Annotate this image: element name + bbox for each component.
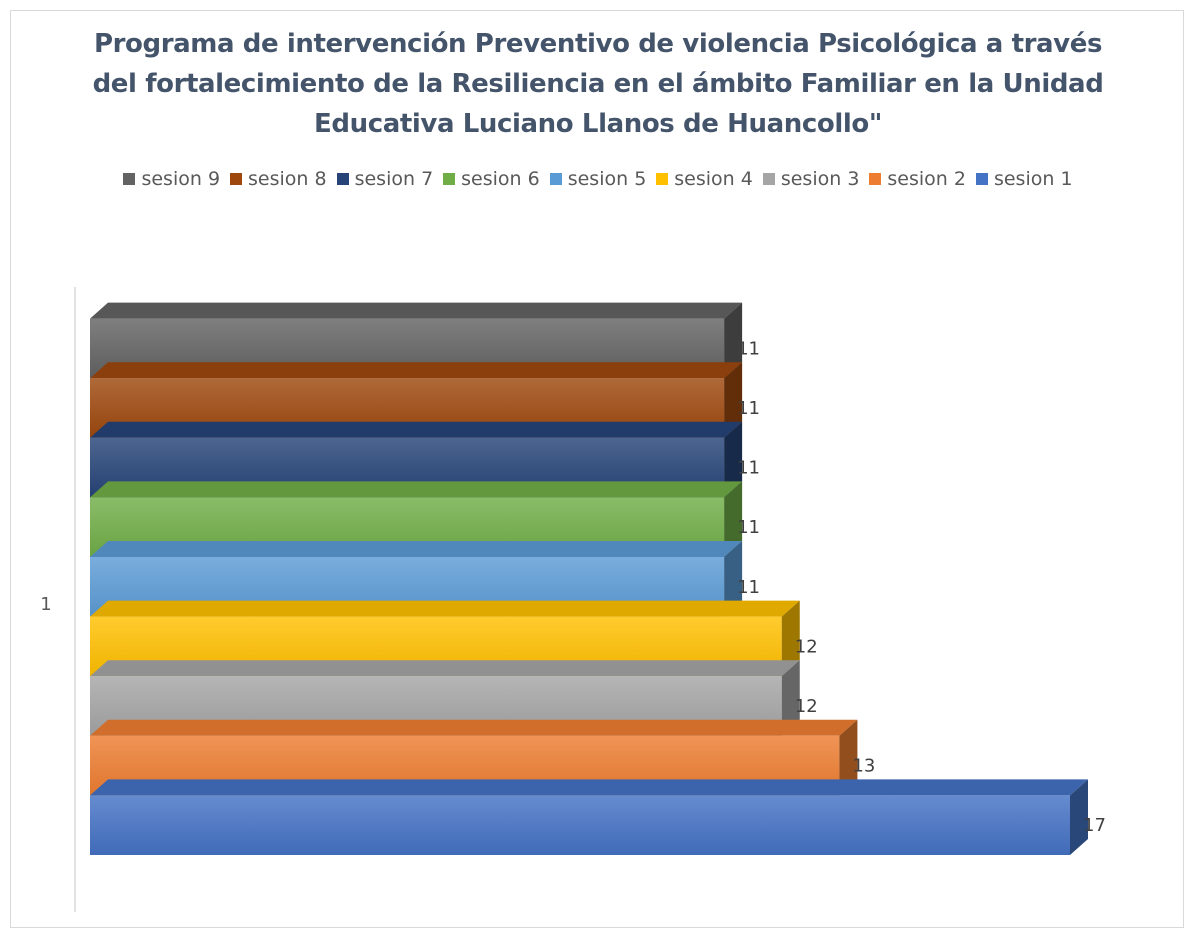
data-label: 11 xyxy=(737,458,760,479)
bar-top-face xyxy=(90,541,743,557)
legend-label: sesion 3 xyxy=(780,168,860,190)
bar-top-face xyxy=(90,719,858,736)
data-label: 17 xyxy=(1083,815,1106,836)
category-tick-label: 1 xyxy=(40,594,51,615)
bar-side-face xyxy=(724,421,743,498)
legend-swatch xyxy=(230,173,243,185)
legend-swatch xyxy=(443,173,456,185)
bar xyxy=(90,795,1070,855)
bar-side-face xyxy=(1070,779,1088,855)
legend-label: sesion 2 xyxy=(887,168,966,190)
data-label: 11 xyxy=(737,338,760,359)
data-label: 11 xyxy=(737,577,760,598)
bar-top-face xyxy=(90,362,743,379)
legend-label: sesion 9 xyxy=(141,168,221,190)
bar-top-face xyxy=(90,779,1088,796)
legend-label: sesion 6 xyxy=(461,168,540,190)
legend-label: sesion 7 xyxy=(354,168,434,190)
legend-item: sesion 3 xyxy=(762,168,860,190)
legend-swatch xyxy=(762,173,775,185)
chart-title-line-3: Educativa Luciano Llanos de Huancollo" xyxy=(314,109,882,139)
legend-item: sesion 4 xyxy=(656,168,753,190)
legend-item: sesion 8 xyxy=(230,168,327,190)
data-label: 12 xyxy=(795,636,818,657)
chart-title-line-1: Programa de intervención Preventivo de v… xyxy=(93,29,1103,59)
bar-side-face xyxy=(781,660,800,736)
legend-swatch xyxy=(869,173,882,185)
data-label: 12 xyxy=(795,696,818,717)
bar-top-face xyxy=(90,302,743,319)
legend-item: sesion 5 xyxy=(549,168,647,190)
legend-item: sesion 1 xyxy=(975,168,1073,190)
legend-label: sesion 8 xyxy=(248,168,327,190)
legend-label: sesion 4 xyxy=(674,168,753,190)
legend-item: sesion 9 xyxy=(123,168,220,190)
bar-side-face xyxy=(839,719,858,796)
legend-swatch xyxy=(975,173,988,185)
bar-top-face xyxy=(90,421,743,438)
legend-label: sesion 1 xyxy=(993,168,1073,190)
legend-swatch xyxy=(336,173,349,185)
bar-side-face xyxy=(781,600,800,677)
chart-legend: sesion 9 sesion 8 sesion 7 sesion 6 sesion 5… xyxy=(0,168,1196,190)
bar-top-face xyxy=(90,600,800,617)
data-label: 13 xyxy=(852,756,875,777)
legend-swatch xyxy=(656,173,669,185)
chart-title-line-2: del fortalecimiento de la Resiliencia en… xyxy=(92,69,1104,99)
legend-item: sesion 6 xyxy=(443,168,540,190)
legend-item: sesion 7 xyxy=(336,168,434,190)
legend-item: sesion 2 xyxy=(869,168,966,190)
bar-side-face xyxy=(724,362,743,438)
chart-title: Programa de intervención Preventivo de v… xyxy=(40,24,1156,144)
legend-swatch xyxy=(549,173,562,185)
legend-label: sesion 5 xyxy=(567,168,647,190)
bar-side-face xyxy=(724,481,743,557)
legend-swatch xyxy=(123,173,136,185)
bar-side-face xyxy=(724,541,743,617)
bar-top-face xyxy=(90,481,743,498)
bar-top-face xyxy=(90,660,800,677)
bar-side-face xyxy=(724,302,743,379)
data-label: 11 xyxy=(737,398,760,419)
data-label: 11 xyxy=(737,517,760,538)
